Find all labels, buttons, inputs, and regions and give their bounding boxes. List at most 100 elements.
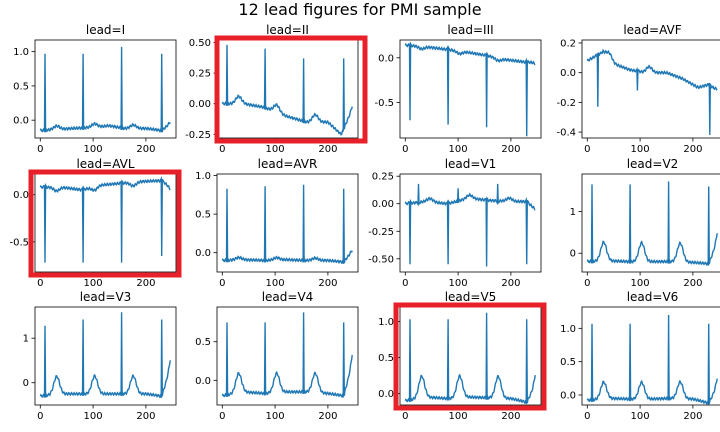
y-tick-label: -0.5 (374, 98, 394, 109)
y-tick-label: 0.0 (195, 376, 211, 387)
y-tick-label: 0.00 (189, 99, 211, 110)
axes-frame (581, 306, 720, 406)
ecg-trace (586, 314, 718, 405)
subplot-avl: lead=AVL 0 100 200 -0.5 0.0 (9, 157, 182, 289)
x-tick-label: 200 (136, 411, 155, 422)
subplot-iii: lead=III 0 100 200 -0.5 0.0 (374, 23, 542, 155)
x-tick-label: 100 (449, 278, 468, 289)
ecg-trace (221, 312, 353, 398)
x-tick-label: 200 (318, 411, 337, 422)
ecg-trace (404, 183, 536, 267)
y-tick-label: 0 (23, 378, 29, 389)
ecg-trace (221, 44, 353, 136)
x-tick-label: 200 (136, 278, 155, 289)
y-tick-label: 0.0 (378, 389, 394, 400)
x-tick-label: 200 (136, 144, 155, 155)
x-tick-label: 200 (683, 144, 702, 155)
x-tick-label: 0 (219, 144, 225, 155)
y-tick-label: 0.5 (560, 357, 576, 368)
y-tick-label: 0.50 (189, 38, 211, 49)
y-tick-label: 1 (570, 207, 576, 218)
subplot-v6: lead=V6 0 100 200 0.0 0.5 1.0 (560, 290, 720, 422)
ecg-trace (586, 181, 718, 267)
y-tick-label: 0.2 (560, 38, 576, 49)
y-tick-label: 0.0 (378, 53, 394, 64)
subplot-i: lead=I 0 100 200 0.0 0.5 1.0 (13, 23, 177, 155)
figure-title: 12 lead figures for PMI sample (238, 0, 481, 19)
subplot-v2: lead=V2 0 100 200 0 1 (570, 157, 720, 289)
x-tick-label: 0 (219, 411, 225, 422)
subplot-title: lead=III (447, 23, 493, 37)
y-tick-label: 0.00 (372, 199, 394, 210)
y-tick-label: 0.0 (195, 248, 211, 259)
y-tick-label: 1.0 (195, 171, 211, 182)
x-tick-label: 100 (266, 278, 285, 289)
subplot-title: lead=V6 (627, 290, 679, 304)
x-tick-label: 200 (501, 278, 520, 289)
x-tick-label: 0 (402, 411, 408, 422)
subplot-title: lead=V3 (80, 290, 132, 304)
x-tick-label: 100 (631, 411, 650, 422)
axes-frame (216, 306, 359, 406)
y-tick-label: 0.25 (372, 172, 394, 183)
ecg-trace (39, 176, 171, 263)
subplot-v5: lead=V5 0 100 200 0.0 0.5 1.0 (378, 290, 547, 422)
y-tick-label: 0.5 (13, 81, 29, 92)
subplot-v4: lead=V4 0 100 200 0.0 0.5 (195, 290, 359, 422)
ecg-trace (404, 41, 536, 137)
y-tick-label: 0.5 (195, 210, 211, 221)
x-tick-label: 100 (84, 278, 103, 289)
x-tick-label: 0 (37, 144, 43, 155)
x-tick-label: 0 (402, 278, 408, 289)
axes-frame (34, 306, 177, 406)
ecg-trace (404, 312, 536, 405)
x-tick-label: 100 (631, 144, 650, 155)
x-tick-label: 100 (449, 144, 468, 155)
x-tick-label: 200 (318, 278, 337, 289)
highlight-box (214, 35, 368, 144)
x-tick-label: 100 (84, 411, 103, 422)
y-tick-label: -0.25 (368, 227, 394, 238)
x-tick-label: 0 (584, 144, 590, 155)
axes-frame (216, 39, 359, 139)
axes-frame (34, 173, 177, 273)
ecg-trace (221, 184, 353, 265)
axes-frame (581, 39, 720, 139)
x-tick-label: 0 (37, 411, 43, 422)
y-tick-label: -0.2 (556, 98, 576, 109)
y-tick-label: -0.5 (9, 237, 29, 248)
y-tick-label: 1.0 (560, 324, 576, 335)
axes-frame (399, 306, 542, 406)
y-tick-label: -0.4 (556, 128, 576, 139)
y-tick-label: -0.50 (368, 254, 394, 265)
y-tick-label: 1.0 (13, 47, 29, 58)
subplot-title: lead=AVR (258, 157, 318, 171)
highlight-box (393, 302, 547, 411)
subplot-title: lead=V1 (445, 157, 497, 171)
subplot-title: lead=I (86, 23, 125, 37)
axes-frame (399, 39, 542, 139)
x-tick-label: 200 (501, 411, 520, 422)
subplot-title: lead=V5 (445, 290, 497, 304)
subplot-v3: lead=V3 0 100 200 0 1 (23, 290, 177, 422)
subplot-title: lead=AVF (623, 23, 681, 37)
y-tick-label: -0.25 (185, 130, 211, 141)
ecg-trace (39, 312, 171, 399)
y-tick-label: 0.5 (195, 337, 211, 348)
axes-frame (216, 173, 359, 273)
y-tick-label: 0.0 (560, 391, 576, 402)
y-tick-label: 0.0 (13, 190, 29, 201)
x-tick-label: 200 (501, 144, 520, 155)
x-tick-label: 0 (37, 278, 43, 289)
y-tick-label: 0.0 (560, 68, 576, 79)
subplot-title: lead=V4 (262, 290, 314, 304)
axes-frame (34, 39, 177, 139)
highlight-box (28, 169, 182, 278)
y-tick-label: 0.25 (189, 69, 211, 80)
x-tick-label: 0 (584, 278, 590, 289)
subplot-avf: lead=AVF 0 100 200 -0.4 -0.2 0.0 0.2 (556, 23, 720, 155)
y-tick-label: 0 (570, 249, 576, 260)
x-tick-label: 200 (683, 278, 702, 289)
x-tick-label: 0 (219, 278, 225, 289)
